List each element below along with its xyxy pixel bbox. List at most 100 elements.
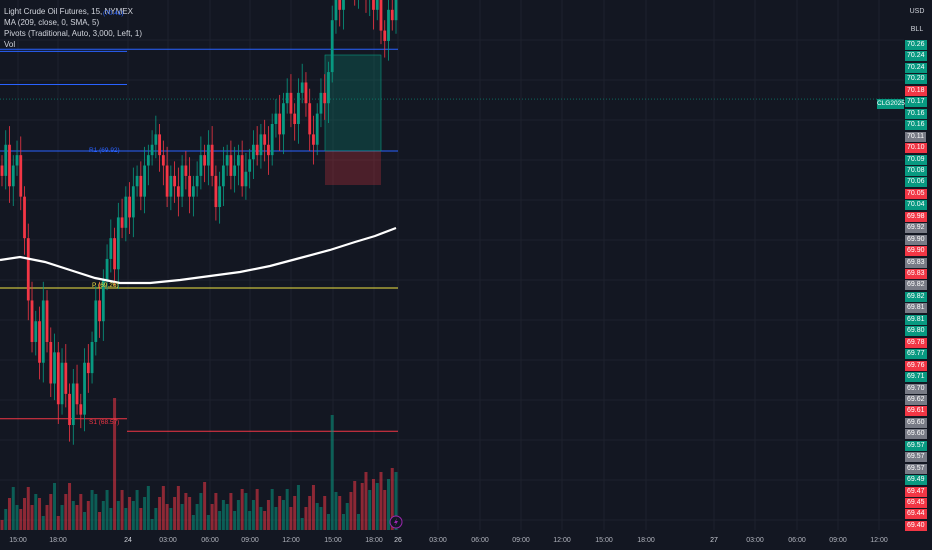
volume-bar <box>26 487 30 530</box>
candle-body <box>128 196 131 218</box>
volume-bar <box>304 507 308 530</box>
candle-body <box>270 123 274 156</box>
position-loss-zone <box>325 150 381 185</box>
candle-body <box>19 155 23 197</box>
x-tick-label: 12:00 <box>282 537 300 544</box>
volume-bar <box>195 504 199 530</box>
volume-bar <box>188 497 192 530</box>
volume-bar <box>263 511 267 530</box>
candle-body <box>191 186 195 197</box>
volume-bar <box>139 508 143 530</box>
candle-body <box>274 113 278 124</box>
candle-body <box>135 175 139 187</box>
volume-bar <box>274 507 278 530</box>
candle-body <box>64 362 68 394</box>
candle-body <box>161 155 165 166</box>
volume-bar <box>64 494 68 530</box>
legend-ma[interactable]: MA (209, close, 0, SMA, 5) <box>4 18 100 27</box>
candle-body <box>38 321 41 363</box>
legend-pivots[interactable]: Pivots (Traditional, Auto, 3,000, Left, … <box>4 29 142 38</box>
volume-bar <box>296 485 300 530</box>
volume-bar <box>285 489 289 530</box>
candle-body <box>113 238 116 270</box>
chart-legend: Light Crude Oil Futures, 15, NYMEX MA (2… <box>4 6 142 50</box>
price-axis-label: 69.81 <box>905 314 927 325</box>
lightning-icon[interactable] <box>389 515 403 529</box>
price-axis-label: 69.44 <box>905 509 927 520</box>
candle-body <box>150 144 154 156</box>
candle-body <box>203 155 207 166</box>
volume-bar <box>293 496 297 530</box>
volume-bar <box>218 511 222 530</box>
legend-vol[interactable]: Vol <box>4 40 16 49</box>
volume-bar <box>345 503 349 530</box>
volume-bar <box>386 479 390 530</box>
candle-body <box>342 0 345 10</box>
position-profit-zone <box>324 54 382 152</box>
currency-button[interactable]: USD <box>906 4 928 20</box>
candle-body <box>206 144 210 166</box>
volume-bar <box>203 482 207 530</box>
candle-body <box>180 165 184 197</box>
candle-body <box>237 155 240 166</box>
candle-body <box>30 300 34 342</box>
candle-body <box>225 155 229 166</box>
volume-bar <box>383 490 387 530</box>
volume-bar <box>248 511 252 530</box>
price-axis-label: 69.45 <box>905 498 927 508</box>
volume-bar <box>199 493 203 530</box>
moving-average-line <box>0 226 397 285</box>
pivot-label-r1: R1 (69.92) <box>89 147 120 154</box>
volume-bar <box>353 481 357 530</box>
price-axis-label: 69.98 <box>905 211 927 222</box>
volume-bar <box>8 498 12 530</box>
candle-body <box>372 0 375 10</box>
volume-bar <box>15 505 19 530</box>
price-axis-label: 69.77 <box>905 349 927 360</box>
candle-body <box>233 165 237 176</box>
volume-bar <box>266 500 270 530</box>
symbol-tag: CLG2025 <box>877 99 905 109</box>
volume-bar <box>169 508 173 530</box>
volume-bar <box>319 507 323 530</box>
volume-bar <box>143 497 147 530</box>
volume-bar <box>135 490 139 530</box>
candle-body <box>131 186 135 218</box>
volume-bar <box>360 483 364 530</box>
volume-bar <box>45 505 49 530</box>
volume-bar <box>221 500 225 530</box>
x-tick-label: 09:00 <box>512 537 530 544</box>
volume-bar <box>56 516 60 530</box>
candle-body <box>101 279 105 322</box>
candle-body <box>390 9 394 21</box>
candle-body <box>278 113 282 135</box>
volume-bar <box>225 504 229 530</box>
candle-body <box>68 393 71 426</box>
candle-body <box>289 92 293 114</box>
x-tick-label: 06:00 <box>471 537 489 544</box>
price-axis-label: 69.49 <box>905 475 927 486</box>
candle-body <box>154 134 158 145</box>
volume-bar <box>315 503 319 530</box>
volume-bar <box>101 501 105 530</box>
volume-bar <box>41 516 45 530</box>
candle-body <box>75 383 79 405</box>
x-tick-label: 15:00 <box>324 537 342 544</box>
candle-body <box>199 155 203 176</box>
volume-bar <box>270 489 274 530</box>
volume-bar <box>49 494 53 530</box>
volume-bar <box>173 497 177 530</box>
volume-bar <box>180 504 184 530</box>
volume-bar <box>98 512 102 530</box>
volume-bar <box>300 518 304 530</box>
volume-bar <box>323 496 327 530</box>
unit-button[interactable]: BLL <box>906 22 928 38</box>
candle-body <box>79 404 83 415</box>
candle-body <box>267 144 270 156</box>
candle-body <box>282 103 285 135</box>
x-tick-label: 15:00 <box>9 537 27 544</box>
volume-bar <box>214 493 218 530</box>
legend-title[interactable]: Light Crude Oil Futures, 15, NYMEX <box>4 7 133 16</box>
